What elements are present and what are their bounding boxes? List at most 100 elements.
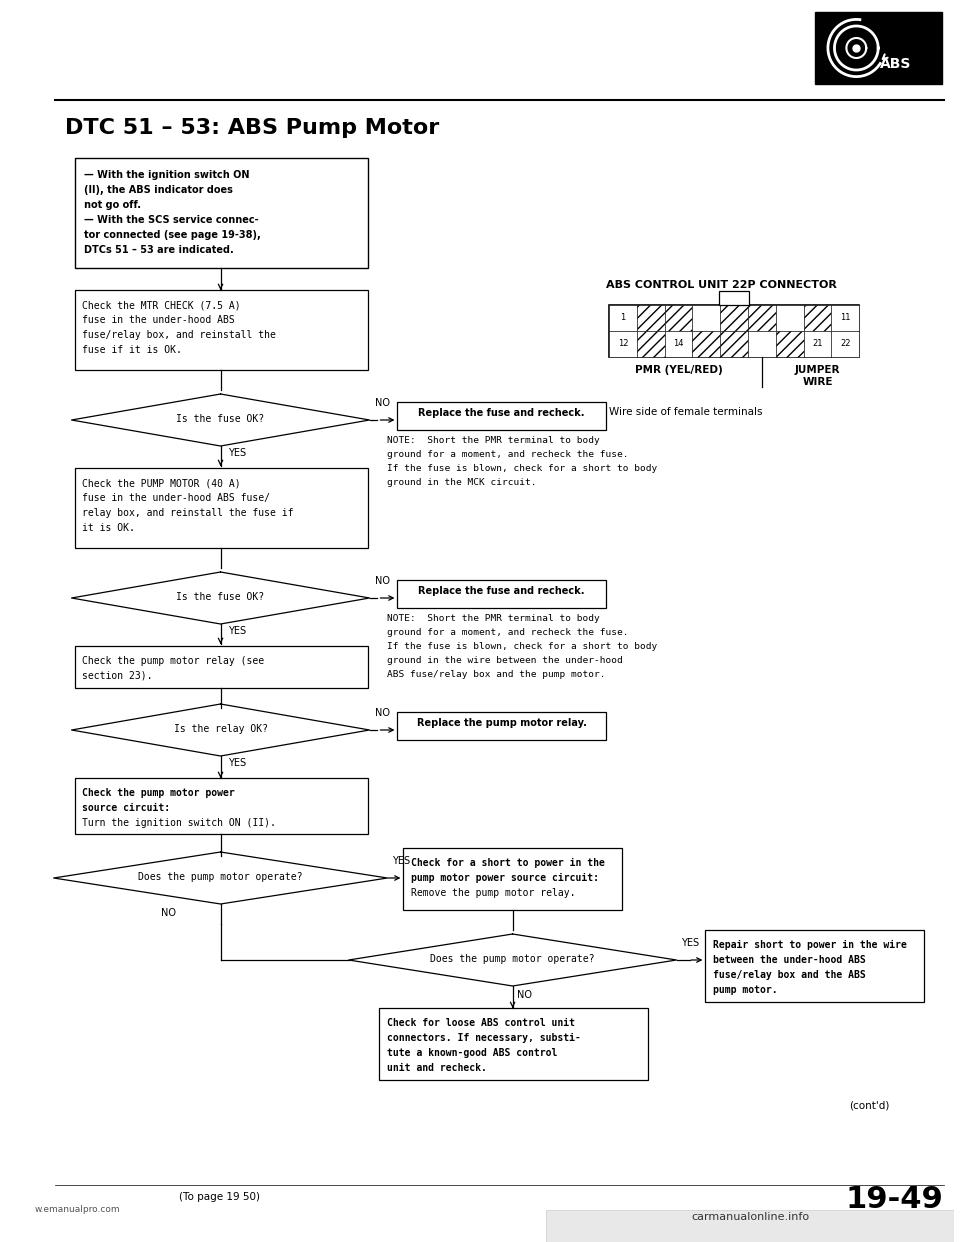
Bar [720, 332, 748, 356]
Text: 11: 11 [840, 313, 851, 323]
Text: YES: YES [393, 856, 411, 866]
Text: ABS CONTROL UNIT 22P CONNECTOR: ABS CONTROL UNIT 22P CONNECTOR [606, 279, 837, 289]
Text: (To page 19 50): (To page 19 50) [179, 1192, 260, 1202]
Text: it is OK.: it is OK. [83, 523, 135, 533]
Text: Check for a short to power in the: Check for a short to power in the [411, 858, 605, 868]
Bar [831, 332, 859, 356]
Bar [403, 848, 622, 910]
Text: 21: 21 [812, 339, 823, 349]
Text: fuse/relay box and the ABS: fuse/relay box and the ABS [713, 970, 866, 980]
Text: PMR (YEL/RED): PMR (YEL/RED) [635, 365, 722, 375]
Bar [379, 1009, 648, 1081]
Text: pump motor.: pump motor. [713, 985, 778, 995]
Text: fuse in the under-hood ABS fuse/: fuse in the under-hood ABS fuse/ [83, 493, 271, 503]
Text: source circuit:: source circuit: [83, 804, 171, 814]
Bar [815, 12, 942, 84]
Text: 19-49: 19-49 [845, 1185, 943, 1213]
Text: tor connected (see page 19-38),: tor connected (see page 19-38), [84, 230, 261, 240]
Text: Does the pump motor operate?: Does the pump motor operate? [430, 954, 595, 964]
Text: Replace the fuse and recheck.: Replace the fuse and recheck. [419, 586, 585, 596]
Bar [397, 580, 606, 609]
Text: JUMPER
WIRE: JUMPER WIRE [795, 365, 840, 386]
Bar [636, 306, 664, 332]
Text: NO: NO [161, 908, 176, 918]
Text: NO: NO [374, 708, 390, 718]
Text: Replace the pump motor relay.: Replace the pump motor relay. [417, 718, 587, 728]
Text: (II), the ABS indicator does: (II), the ABS indicator does [84, 185, 233, 195]
Bar [546, 1210, 953, 1242]
Text: Does the pump motor operate?: Does the pump motor operate? [138, 872, 302, 882]
Bar [692, 306, 720, 332]
Text: 1: 1 [620, 313, 626, 323]
Text: Check the pump motor relay (see: Check the pump motor relay (see [83, 656, 265, 666]
Bar [804, 306, 831, 332]
Text: NO: NO [374, 576, 390, 586]
Bar [720, 306, 748, 332]
Text: If the fuse is blown, check for a short to body: If the fuse is blown, check for a short … [388, 642, 658, 651]
Text: Replace the fuse and recheck.: Replace the fuse and recheck. [419, 409, 585, 419]
Text: ground for a moment, and recheck the fuse.: ground for a moment, and recheck the fus… [388, 628, 629, 637]
Text: Is the fuse OK?: Is the fuse OK? [177, 592, 265, 602]
Text: DTC 51 – 53: ABS Pump Motor: DTC 51 – 53: ABS Pump Motor [64, 118, 439, 138]
Bar [831, 306, 859, 332]
Text: not go off.: not go off. [84, 200, 141, 210]
Text: DTCs 51 – 53 are indicated.: DTCs 51 – 53 are indicated. [84, 245, 234, 255]
Text: YES: YES [228, 448, 247, 458]
Bar [609, 332, 636, 356]
Bar [75, 777, 368, 833]
Text: Wire side of female terminals: Wire side of female terminals [609, 407, 762, 417]
Bar [748, 306, 776, 332]
Text: YES: YES [228, 758, 247, 768]
Text: fuse/relay box, and reinstall the: fuse/relay box, and reinstall the [83, 330, 276, 340]
Bar [636, 332, 664, 356]
Text: between the under-hood ABS: between the under-hood ABS [713, 955, 866, 965]
Text: Is the relay OK?: Is the relay OK? [174, 724, 268, 734]
Text: fuse if it is OK.: fuse if it is OK. [83, 345, 182, 355]
Text: NOTE:  Short the PMR terminal to body: NOTE: Short the PMR terminal to body [388, 436, 600, 445]
Bar [776, 332, 804, 356]
Bar [397, 402, 606, 430]
Bar [748, 332, 776, 356]
Text: connectors. If necessary, substi-: connectors. If necessary, substi- [388, 1033, 582, 1043]
Text: Turn the ignition switch ON (II).: Turn the ignition switch ON (II). [83, 818, 276, 828]
Text: ABS: ABS [880, 57, 912, 71]
Bar [75, 468, 368, 548]
Text: — With the SCS service connec-: — With the SCS service connec- [84, 215, 259, 225]
Text: ABS fuse/relay box and the pump motor.: ABS fuse/relay box and the pump motor. [388, 669, 606, 679]
Bar [692, 332, 720, 356]
Bar [397, 712, 606, 740]
Text: Check the PUMP MOTOR (40 A): Check the PUMP MOTOR (40 A) [83, 478, 241, 488]
Text: (cont'd): (cont'd) [850, 1100, 890, 1110]
Text: tute a known-good ABS control: tute a known-good ABS control [388, 1048, 558, 1058]
Text: NO: NO [516, 990, 532, 1000]
Text: 14: 14 [673, 339, 684, 349]
Bar [75, 289, 368, 370]
Text: unit and recheck.: unit and recheck. [388, 1063, 488, 1073]
Bar [664, 332, 692, 356]
Text: YES: YES [228, 626, 247, 636]
Bar [75, 158, 368, 268]
Text: section 23).: section 23). [83, 671, 153, 681]
Bar [719, 291, 749, 306]
Bar [804, 332, 831, 356]
Text: Check for loose ABS control unit: Check for loose ABS control unit [388, 1018, 575, 1028]
Text: 12: 12 [617, 339, 628, 349]
Bar [609, 306, 636, 332]
Text: pump motor power source circuit:: pump motor power source circuit: [411, 873, 599, 883]
Text: carmanualonline.info: carmanualonline.info [691, 1212, 809, 1222]
Text: ground for a moment, and recheck the fuse.: ground for a moment, and recheck the fus… [388, 450, 629, 460]
Text: If the fuse is blown, check for a short to body: If the fuse is blown, check for a short … [388, 465, 658, 473]
Text: 22: 22 [840, 339, 851, 349]
Text: relay box, and reinstall the fuse if: relay box, and reinstall the fuse if [83, 508, 294, 518]
Text: — With the ignition switch ON: — With the ignition switch ON [84, 170, 250, 180]
Bar [75, 646, 368, 688]
Text: Remove the pump motor relay.: Remove the pump motor relay. [411, 888, 576, 898]
Bar [609, 306, 859, 356]
Text: fuse in the under-hood ABS: fuse in the under-hood ABS [83, 315, 235, 325]
Text: Is the fuse OK?: Is the fuse OK? [177, 414, 265, 424]
Bar [776, 306, 804, 332]
Bar [664, 306, 692, 332]
Text: ground in the wire between the under-hood: ground in the wire between the under-hoo… [388, 656, 623, 664]
Text: NOTE:  Short the PMR terminal to body: NOTE: Short the PMR terminal to body [388, 614, 600, 623]
Text: NO: NO [374, 397, 390, 409]
